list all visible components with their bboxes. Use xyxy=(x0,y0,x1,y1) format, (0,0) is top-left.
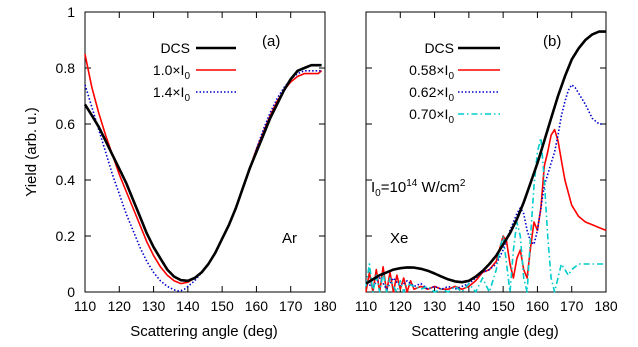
x-tick-label: 120 xyxy=(108,298,132,314)
legend-text-subscript: 0 xyxy=(448,115,454,126)
panel-b: 110 120 130 140 150 160 170 180 DCS0.58×I00.62×… xyxy=(355,11,618,340)
x-tick-label: 170 xyxy=(560,298,584,314)
legend-label: 1.4×I0 xyxy=(153,84,191,104)
y-tick-label: 0.4 xyxy=(56,172,76,188)
x-tick-label: 120 xyxy=(389,298,413,314)
x-tick-label: 160 xyxy=(526,298,550,314)
x-tick-label: 180 xyxy=(594,298,618,314)
y-tick-label: 0.2 xyxy=(56,228,76,244)
legend-text-main: 1.0×I xyxy=(153,62,185,78)
x-tick-label: 170 xyxy=(279,298,303,314)
panel-b-element-label: Xe xyxy=(390,230,408,247)
panel-a-ticks: 110 120 130 140 150 160 170 180 0 0.2 0.4 0.6 0.8 1 xyxy=(56,4,337,314)
panel-a-x-axis-label: Scattering angle (deg) xyxy=(130,323,278,340)
x-tick-label: 140 xyxy=(457,298,481,314)
legend-text-main: 0.62×I xyxy=(409,84,448,100)
annotation-sub: 0 xyxy=(375,188,381,199)
panel-a-frame xyxy=(84,11,326,293)
y-tick-label: 0.6 xyxy=(56,116,76,132)
series-line xyxy=(84,70,322,292)
legend-text-main: 1.4×I xyxy=(153,84,185,100)
series-line xyxy=(365,128,607,293)
y-tick-label: 0 xyxy=(67,284,75,300)
legend-text-subscript: 0 xyxy=(184,93,190,104)
panel-b-series xyxy=(365,30,607,293)
legend-label: 1.0×I0 xyxy=(153,62,191,82)
panel-b-frame xyxy=(365,11,607,293)
x-tick-label: 130 xyxy=(423,298,447,314)
legend-label: 0.70×I0 xyxy=(409,106,454,126)
legend-label: DCS xyxy=(160,40,190,56)
x-tick-label: 130 xyxy=(142,298,166,314)
x-tick-label: 180 xyxy=(313,298,337,314)
series-line xyxy=(365,30,606,285)
x-tick-label: 160 xyxy=(245,298,269,314)
panel-b-intensity-annotation: I0=1014 W/cm2 xyxy=(371,178,466,199)
annotation-mid: =10 xyxy=(381,179,406,196)
panel-a: 110 120 130 140 150 160 170 180 0 0.2 0.4 0.6 0.8 1 D… xyxy=(23,4,337,340)
panel-a-series xyxy=(83,53,323,292)
panel-a-label: (a) xyxy=(262,33,280,50)
legend-label: 0.58×I0 xyxy=(409,62,454,82)
x-tick-label: 150 xyxy=(491,298,515,314)
annotation-unit-sup: 2 xyxy=(460,178,466,189)
y-tick-label: 0.8 xyxy=(56,60,76,76)
annotation-base: I xyxy=(371,179,375,196)
annotation-unit: W/cm xyxy=(417,179,460,196)
legend-text-subscript: 0 xyxy=(184,71,190,82)
y-tick-label: 1 xyxy=(67,4,75,20)
legend-label: DCS xyxy=(424,40,454,56)
legend-text-main: 0.70×I xyxy=(409,106,448,122)
panel-a-y-axis-label: Yield (arb. u.) xyxy=(23,107,40,196)
series-line xyxy=(83,63,322,283)
legend-text-subscript: 0 xyxy=(448,93,454,104)
panel-a-element-label: Ar xyxy=(282,230,297,247)
legend-text-main: 0.58×I xyxy=(409,62,448,78)
panel-b-x-axis-label: Scattering angle (deg) xyxy=(411,323,559,340)
legend-label: 0.62×I0 xyxy=(409,84,454,104)
legend-text-subscript: 0 xyxy=(448,71,454,82)
x-tick-label: 150 xyxy=(210,298,234,314)
annotation-sup: 14 xyxy=(406,178,418,189)
panel-b-ticks: 110 120 130 140 150 160 170 180 xyxy=(355,11,618,314)
x-tick-label: 110 xyxy=(74,298,97,314)
x-tick-label: 110 xyxy=(355,298,378,314)
x-tick-label: 140 xyxy=(176,298,200,314)
panel-b-label: (b) xyxy=(543,33,561,50)
